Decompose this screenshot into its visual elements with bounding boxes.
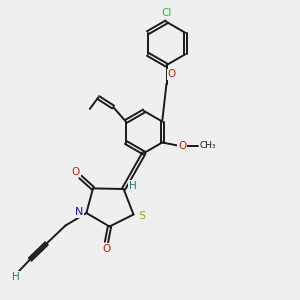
Text: CH₃: CH₃: [200, 141, 216, 150]
Text: N: N: [75, 207, 83, 217]
Text: H: H: [12, 272, 20, 282]
Text: O: O: [178, 140, 186, 151]
Text: S: S: [138, 211, 146, 221]
Text: H: H: [129, 181, 137, 191]
Text: Cl: Cl: [161, 8, 172, 19]
Text: O: O: [72, 167, 80, 177]
Text: O: O: [168, 69, 176, 80]
Text: O: O: [102, 244, 111, 254]
